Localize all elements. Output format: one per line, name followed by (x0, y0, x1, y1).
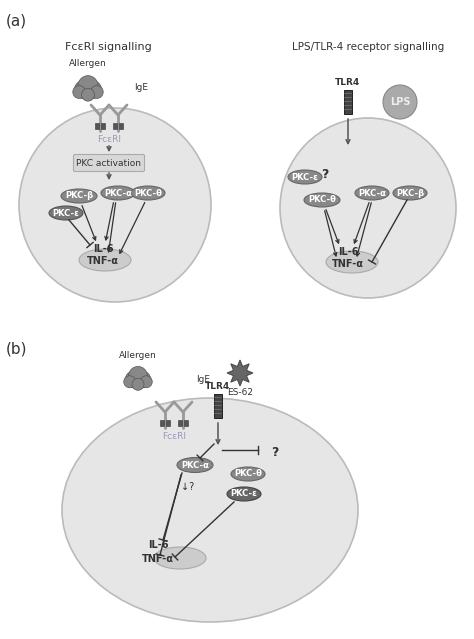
Circle shape (73, 86, 86, 98)
Ellipse shape (101, 186, 135, 200)
Polygon shape (227, 360, 253, 386)
Text: (b): (b) (6, 342, 27, 357)
Text: TNF-α: TNF-α (142, 554, 174, 564)
Ellipse shape (326, 251, 378, 273)
Text: IL-6: IL-6 (93, 244, 113, 254)
Circle shape (129, 366, 147, 385)
Text: PKC-β: PKC-β (396, 189, 424, 197)
Ellipse shape (304, 193, 340, 207)
FancyBboxPatch shape (113, 123, 117, 129)
FancyBboxPatch shape (178, 420, 182, 426)
Text: FcεRI: FcεRI (97, 135, 121, 144)
Ellipse shape (231, 467, 265, 481)
Text: TLR4: TLR4 (336, 78, 361, 87)
Text: ?: ? (271, 447, 279, 459)
FancyBboxPatch shape (344, 90, 352, 114)
Circle shape (132, 378, 144, 390)
FancyBboxPatch shape (95, 123, 99, 129)
Text: PKC-ε: PKC-ε (230, 489, 257, 498)
Text: ↓?: ↓? (182, 482, 195, 492)
Text: TNF-α: TNF-α (332, 259, 364, 269)
Text: ?: ? (321, 167, 328, 180)
Text: FcεRI signalling: FcεRI signalling (64, 42, 151, 52)
Circle shape (82, 88, 94, 101)
Text: TNF-α: TNF-α (87, 256, 119, 266)
Ellipse shape (61, 189, 97, 203)
Circle shape (74, 81, 92, 98)
Text: IgE: IgE (196, 376, 210, 385)
Ellipse shape (154, 547, 206, 569)
FancyBboxPatch shape (184, 420, 188, 426)
Ellipse shape (62, 398, 358, 622)
Text: PKC activation: PKC activation (76, 158, 142, 167)
FancyBboxPatch shape (101, 123, 105, 129)
Ellipse shape (227, 487, 261, 501)
Circle shape (124, 376, 136, 388)
Circle shape (78, 75, 98, 95)
Ellipse shape (49, 206, 83, 220)
Text: LPS: LPS (390, 97, 410, 107)
Text: PKC-α: PKC-α (358, 189, 386, 197)
Text: PKC-ε: PKC-ε (292, 173, 319, 181)
Text: IL-6: IL-6 (338, 247, 358, 257)
Ellipse shape (280, 118, 456, 298)
Text: LPS/TLR-4 receptor signalling: LPS/TLR-4 receptor signalling (292, 42, 444, 52)
Circle shape (91, 86, 103, 98)
Ellipse shape (393, 186, 427, 200)
Text: Allergen: Allergen (119, 351, 157, 360)
Text: FcεRI: FcεRI (162, 432, 186, 441)
Ellipse shape (131, 186, 165, 200)
FancyBboxPatch shape (214, 394, 222, 418)
Text: IL-6: IL-6 (148, 540, 168, 550)
Text: PKC-ε: PKC-ε (53, 208, 80, 217)
Text: PKC-α: PKC-α (181, 461, 209, 470)
Ellipse shape (79, 249, 131, 271)
Circle shape (125, 371, 142, 388)
Text: PKC-θ: PKC-θ (134, 189, 162, 197)
Text: ES-62: ES-62 (227, 388, 253, 397)
FancyBboxPatch shape (119, 123, 123, 129)
Ellipse shape (288, 170, 322, 184)
Circle shape (134, 371, 151, 388)
Text: Allergen: Allergen (69, 59, 107, 68)
Text: PKC-θ: PKC-θ (308, 196, 336, 204)
Text: (a): (a) (6, 14, 27, 29)
FancyBboxPatch shape (73, 155, 145, 171)
Text: IgE: IgE (134, 84, 148, 93)
Circle shape (140, 376, 152, 388)
Circle shape (84, 81, 101, 98)
Ellipse shape (177, 458, 213, 472)
Text: PKC-β: PKC-β (65, 192, 93, 201)
Circle shape (383, 85, 417, 119)
FancyBboxPatch shape (160, 420, 164, 426)
Ellipse shape (355, 186, 389, 200)
Ellipse shape (19, 108, 211, 302)
Text: TLR4: TLR4 (205, 382, 231, 391)
Text: PKC-θ: PKC-θ (234, 470, 262, 479)
FancyBboxPatch shape (166, 420, 170, 426)
Text: PKC-α: PKC-α (104, 189, 132, 197)
